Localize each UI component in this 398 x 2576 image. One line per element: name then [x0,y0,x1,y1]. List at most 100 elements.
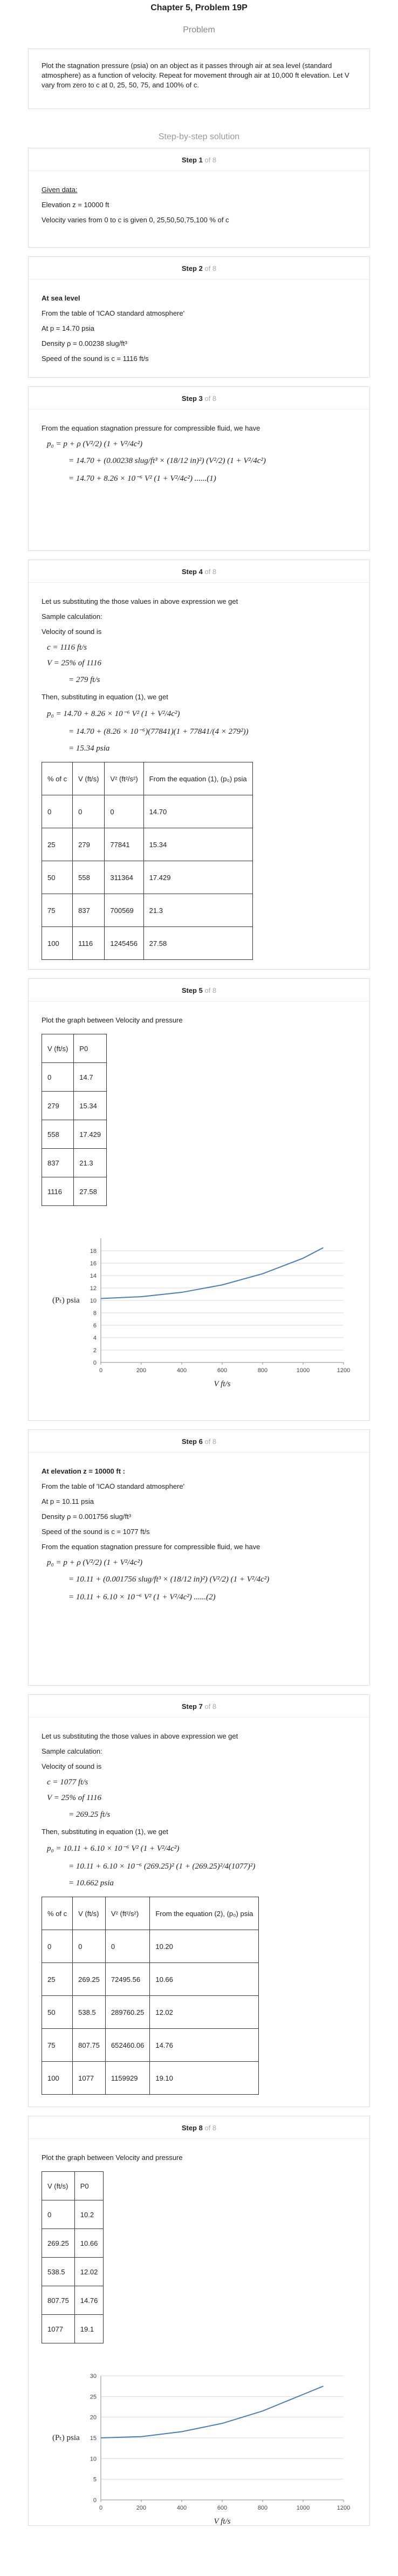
table-row: 75 837 700569 21.3 [41,894,253,927]
table-cell: 279 [72,828,105,861]
table-row: 50 538.5 289760.25 12.02 [41,1995,259,2029]
problem-text: Plot the stagnation pressure (psia) on a… [28,49,370,109]
step: Step 8 of 8 Plot the graph between Veloci… [28,2116,370,2526]
data-line [100,1247,324,1299]
table-cell: 25 [41,828,73,861]
table-cell: 1077 [72,2061,106,2095]
table-header-cell: V² (ft²/s²) [104,762,144,795]
step-body: Let us substituting the those values in … [29,1718,369,2112]
x-tick-label: 1200 [337,2505,350,2511]
x-tick-label: 400 [177,1367,187,1374]
table-cell: 700569 [104,894,144,927]
step-count: of 8 [204,1702,217,1710]
text-line: Let us substituting the those values in … [42,1732,238,1740]
table-header-cell: V² (ft²/s²) [105,1897,150,1930]
table-cell: 50 [41,1995,73,2029]
table-header-cell: P0 [73,1034,107,1063]
text-line: Sample calculation: [42,1747,102,1755]
table-header-cell: V (ft/s) [42,2171,75,2200]
table-cell: 269.25 [42,2229,75,2258]
text-line: Speed of the sound is c = 1116 ft/s [42,355,149,363]
y-tick-label: 12 [90,1285,97,1292]
x-axis-label: V ft/s [214,2517,231,2526]
table-cell: 100 [41,926,73,960]
table-header-cell: V (ft/s) [41,1034,74,1063]
equation: V = 25% of 1116 [47,1794,101,1802]
table-row: 0 0 0 10.20 [41,1930,259,1963]
table-cell: 75 [41,2028,73,2062]
section-label: Problem [183,25,215,35]
x-tick-label: 400 [177,2505,187,2511]
text-line: Then, substituting in equation (1), we g… [42,693,168,701]
text-line: From the table of 'ICAO standard atmosph… [42,1482,185,1490]
step: Step 6 of 8 At elevation z = 10000 ft : Fr… [28,1429,370,1686]
table-row: 807.75 14.76 [42,2286,104,2315]
chart-wrap: 0 2 4 6 8 10 12 14 16 18 0 200 400 600 800 1000 1200 (Pₜ)… [42,1228,356,1391]
table-cell: 75 [41,894,73,927]
equation: V = 25% of 1116 [47,659,101,667]
equation: = 14.70 + 8.26 × 10⁻⁶ V² (1 + V²/4c²) ..… [68,474,216,483]
step-header: Step 8 of 8 [29,2116,369,2139]
step-header: Step 7 of 8 [29,1695,369,1718]
table-cell: 19.10 [149,2061,259,2095]
table-cell: 77841 [104,828,144,861]
chart-wrap: 0 5 10 15 20 25 30 0 200 400 600 800 1000 1200 (Pₜ) ps… [42,2365,356,2529]
table: V (ft/s) P0 0 14.7 279 15.34 558 17.429 837 21.3 1… [41,1034,107,1206]
step-header: Step 3 of 8 [29,387,369,410]
step: Step 4 of 8 Let us substituting the those… [28,560,370,970]
table-cell: 15.34 [73,1091,107,1120]
table-row: 538.5 12.02 [42,2257,104,2286]
step-body: Plot the graph between Velocity and pres… [29,1001,369,1400]
table-row: 1077 19.1 [42,2314,104,2343]
table-cell: 72495.56 [105,1962,150,1996]
table-row: 25 269.25 72495.56 10.66 [41,1962,259,1996]
table-cell: 0 [104,795,144,828]
y-tick-label: 10 [90,2456,97,2462]
table-cell: 10.2 [74,2200,104,2229]
y-tick-label: 6 [93,1323,97,1329]
table-cell: 14.70 [143,795,253,828]
table-cell: 10.66 [149,1962,259,1996]
table-cell: 0 [72,1930,106,1963]
text-line: From the equation stagnation pressure fo… [42,1543,260,1551]
y-tick-label: 20 [90,2415,97,2421]
equation: p₀ = 14.70 + 8.26 × 10⁻⁶ V² (1 + V²/4c²) [47,710,180,718]
y-tick-label: 0 [93,2497,97,2504]
equation: = 10.11 + 6.10 × 10⁻⁶ V² (1 + V²/4c²) ..… [68,1593,216,1602]
table-cell: 27.58 [143,926,253,960]
y-tick-label: 0 [93,1360,97,1366]
table-cell: 21.3 [73,1148,107,1177]
equation: = 10.11 + 6.10 × 10⁻⁶ (269.25)² (1 + (26… [68,1862,256,1871]
step-count: of 8 [204,568,217,576]
table-cell: 0 [41,795,73,828]
text-line: At p = 10.11 psia [42,1497,94,1505]
table-cell: 1116 [72,926,105,960]
step: Step 1 of 8 Given data: Elevation z = 1000… [28,148,370,248]
table-cell: 50 [41,861,73,894]
table-header-cell: V (ft/s) [72,1897,106,1930]
step-header: Step 5 of 8 [29,979,369,1001]
chart: 0 2 4 6 8 10 12 14 16 18 0 200 400 600 800 1000 1200 (Pₜ)… [52,1238,350,1388]
step: Step 7 of 8 Let us substituting the those… [28,1694,370,2107]
equation: = 10.662 psia [68,1879,114,1887]
step-label: Step 6 [181,1437,203,1446]
step-header: Step 2 of 8 [29,257,369,280]
y-tick-label: 5 [93,2477,97,2483]
table-header-cell: % of c [41,762,73,795]
step: Step 3 of 8 From the equation stagnation … [28,386,370,551]
table-cell: 12.02 [149,1995,259,2029]
text-line: Let us substituting the those values in … [42,597,238,605]
x-tick-label: 600 [217,1367,227,1374]
text-line: Plot the graph between Velocity and pres… [42,2154,183,2162]
y-tick-label: 25 [90,2394,97,2400]
table-cell: 17.429 [143,861,253,894]
table-header-row: V (ft/s) P0 [41,1034,107,1063]
data-line [100,2386,324,2438]
table-cell: 25 [41,1962,73,1996]
step-body: Plot the graph between Velocity and pres… [29,2139,369,2537]
